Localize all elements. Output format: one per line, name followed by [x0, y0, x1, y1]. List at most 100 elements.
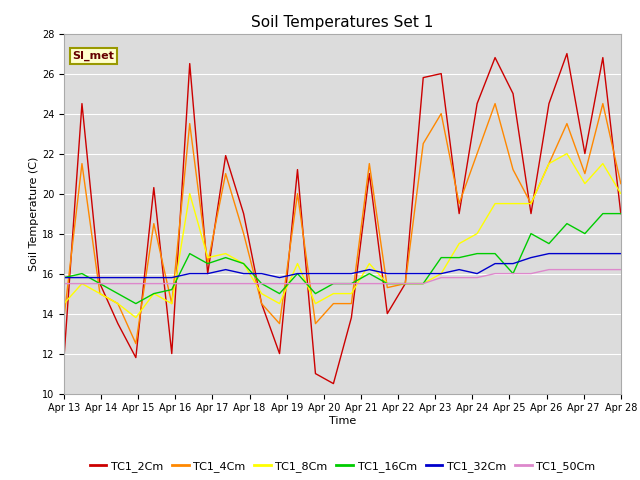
TC1_16Cm: [330, 281, 337, 287]
TC1_8Cm: [419, 281, 427, 287]
TC1_50Cm: [186, 281, 193, 287]
TC1_2Cm: [186, 60, 193, 66]
TC1_50Cm: [545, 267, 553, 273]
TC1_2Cm: [240, 211, 248, 216]
TC1_2Cm: [527, 211, 535, 216]
Line: TC1_50Cm: TC1_50Cm: [64, 270, 621, 284]
TC1_4Cm: [312, 321, 319, 326]
TC1_16Cm: [312, 291, 319, 297]
TC1_2Cm: [563, 51, 571, 57]
TC1_2Cm: [599, 55, 607, 60]
TC1_50Cm: [114, 281, 122, 287]
TC1_16Cm: [563, 221, 571, 227]
TC1_2Cm: [419, 75, 427, 81]
TC1_50Cm: [348, 281, 355, 287]
TC1_8Cm: [563, 151, 571, 156]
TC1_50Cm: [132, 281, 140, 287]
X-axis label: Time: Time: [329, 416, 356, 426]
TC1_50Cm: [473, 275, 481, 280]
TC1_32Cm: [527, 255, 535, 261]
TC1_4Cm: [383, 285, 391, 290]
TC1_4Cm: [222, 171, 230, 177]
TC1_50Cm: [276, 281, 284, 287]
TC1_50Cm: [312, 281, 319, 287]
TC1_50Cm: [168, 281, 175, 287]
TC1_32Cm: [204, 271, 212, 276]
TC1_32Cm: [563, 251, 571, 256]
TC1_16Cm: [599, 211, 607, 216]
TC1_4Cm: [294, 191, 301, 196]
TC1_16Cm: [617, 211, 625, 216]
TC1_2Cm: [581, 151, 589, 156]
TC1_2Cm: [114, 321, 122, 326]
TC1_4Cm: [492, 101, 499, 107]
TC1_8Cm: [96, 291, 104, 297]
TC1_4Cm: [509, 167, 517, 172]
TC1_16Cm: [294, 271, 301, 276]
TC1_32Cm: [365, 267, 373, 273]
TC1_4Cm: [617, 180, 625, 186]
TC1_16Cm: [168, 287, 175, 292]
TC1_32Cm: [258, 271, 266, 276]
TC1_32Cm: [419, 271, 427, 276]
TC1_2Cm: [365, 171, 373, 177]
TC1_16Cm: [527, 231, 535, 237]
TC1_4Cm: [132, 341, 140, 347]
TC1_2Cm: [348, 315, 355, 321]
TC1_8Cm: [258, 291, 266, 297]
TC1_32Cm: [545, 251, 553, 256]
TC1_16Cm: [401, 281, 409, 287]
TC1_50Cm: [599, 267, 607, 273]
TC1_32Cm: [150, 275, 157, 280]
TC1_16Cm: [383, 281, 391, 287]
TC1_50Cm: [401, 281, 409, 287]
TC1_2Cm: [383, 311, 391, 316]
TC1_2Cm: [222, 153, 230, 158]
TC1_8Cm: [222, 251, 230, 256]
TC1_8Cm: [473, 231, 481, 237]
TC1_4Cm: [276, 321, 284, 326]
TC1_8Cm: [492, 201, 499, 206]
TC1_4Cm: [186, 120, 193, 126]
TC1_8Cm: [114, 300, 122, 306]
TC1_16Cm: [222, 255, 230, 261]
TC1_50Cm: [150, 281, 157, 287]
TC1_2Cm: [78, 101, 86, 107]
TC1_2Cm: [545, 101, 553, 107]
TC1_16Cm: [581, 231, 589, 237]
TC1_32Cm: [60, 275, 68, 280]
TC1_4Cm: [348, 300, 355, 306]
TC1_4Cm: [60, 315, 68, 321]
TC1_50Cm: [581, 267, 589, 273]
TC1_8Cm: [240, 261, 248, 266]
TC1_2Cm: [437, 71, 445, 76]
TC1_32Cm: [294, 271, 301, 276]
TC1_8Cm: [204, 255, 212, 261]
TC1_8Cm: [437, 271, 445, 276]
TC1_8Cm: [401, 281, 409, 287]
TC1_2Cm: [509, 91, 517, 96]
Line: TC1_4Cm: TC1_4Cm: [64, 104, 621, 344]
TC1_16Cm: [78, 271, 86, 276]
TC1_8Cm: [581, 180, 589, 186]
TC1_16Cm: [419, 281, 427, 287]
TC1_2Cm: [258, 300, 266, 306]
TC1_8Cm: [60, 300, 68, 306]
TC1_4Cm: [150, 221, 157, 227]
TC1_4Cm: [204, 261, 212, 266]
TC1_50Cm: [294, 281, 301, 287]
TC1_8Cm: [509, 201, 517, 206]
TC1_50Cm: [455, 275, 463, 280]
TC1_2Cm: [96, 281, 104, 287]
TC1_16Cm: [150, 291, 157, 297]
TC1_32Cm: [330, 271, 337, 276]
TC1_32Cm: [132, 275, 140, 280]
TC1_8Cm: [276, 300, 284, 306]
Y-axis label: Soil Temperature (C): Soil Temperature (C): [29, 156, 39, 271]
TC1_2Cm: [401, 281, 409, 287]
TC1_16Cm: [132, 300, 140, 306]
TC1_50Cm: [240, 281, 248, 287]
TC1_8Cm: [383, 281, 391, 287]
TC1_4Cm: [240, 231, 248, 237]
Title: Soil Temperatures Set 1: Soil Temperatures Set 1: [252, 15, 433, 30]
